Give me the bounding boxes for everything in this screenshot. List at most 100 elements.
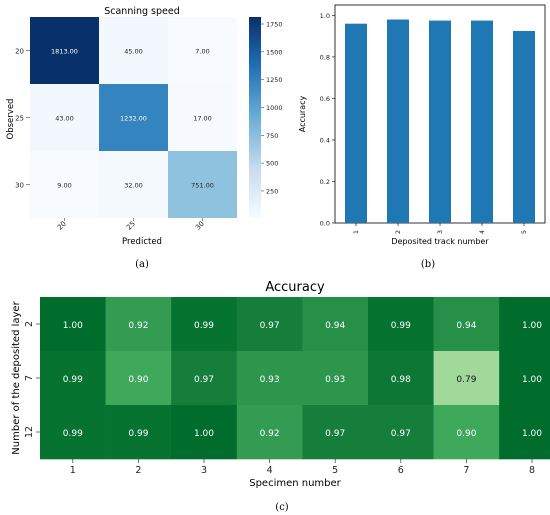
chart-c-cell (433, 405, 500, 460)
chart-c-caption: (c) (275, 502, 289, 513)
chart-a-cells: 1813.00 45.00 7.00 43.00 1232.00 17.00 9.00 32.… (30, 17, 237, 218)
chart-a-xlabel: Predicted (122, 237, 162, 247)
chart-b-yticks: 0.0 0.2 0.4 0.6 0.8 1.0 (320, 12, 335, 228)
chart-c-cell-label: 1.00 (522, 375, 542, 385)
chart-b-xticks: 1 2 3 4 5 (352, 223, 528, 234)
chart-c-xtick-label: 2 (135, 465, 141, 476)
chart-a-cell-label: 32.00 (124, 182, 143, 190)
chart-a-ytick-label: 25 (15, 115, 24, 123)
chart-a-cell-label: 1232.00 (120, 115, 147, 123)
chart-c-cell (236, 351, 303, 406)
chart-c-cell (302, 297, 369, 352)
chart-c-cell (368, 351, 434, 406)
chart-c-ylabel: Number of the deposited layer (11, 300, 22, 454)
chart-a-ytick-label: 20 (15, 48, 24, 56)
chart-c-xtick-label: 3 (201, 465, 207, 476)
chart-c: Accuracy 1.00 0.92 0.99 0.97 0.94 0.99 0.94 1.0… (11, 280, 550, 513)
chart-c-cell-label: 0.92 (260, 429, 280, 439)
chart-b-ytick-label: 1.0 (320, 12, 330, 20)
chart-c-cell-label: 0.79 (456, 375, 476, 385)
chart-a-colorbar (249, 17, 261, 218)
chart-c-cell (40, 405, 106, 460)
chart-c-xtick-label: 7 (463, 465, 469, 476)
chart-c-cell-label: 0.92 (128, 321, 148, 331)
chart-a-cell (99, 17, 168, 84)
chart-c-cell (171, 297, 238, 352)
chart-c-cell-label: 1.00 (194, 429, 214, 439)
chart-c-cell (499, 405, 550, 460)
chart-a-cell (30, 17, 99, 84)
chart-b-xtick-label: 2 (394, 230, 402, 234)
chart-a-cell-label: 17.00 (193, 115, 212, 123)
chart-b-ytick-label: 0.2 (320, 178, 330, 186)
chart-c-cell (236, 297, 303, 352)
chart-b-bar (345, 23, 367, 223)
chart-b-bar (471, 20, 493, 224)
chart-c-cell (105, 297, 172, 352)
chart-c-cell (40, 351, 106, 406)
chart-a: Scanning speed 1813.00 45.00 7.00 43.00 1232… (6, 6, 283, 270)
chart-c-cell (368, 405, 434, 460)
chart-a-cell-label: 43.00 (55, 115, 74, 123)
chart-c-ytick-label: 12 (24, 426, 35, 438)
chart-b-ytick-label: 0.8 (320, 53, 330, 61)
chart-b-bar (387, 19, 409, 224)
chart-a-cell (168, 17, 237, 84)
chart-b-xtick-label: 4 (478, 230, 486, 234)
chart-a-xtick-label: 30 (194, 220, 206, 232)
chart-b-xtick-label: 3 (436, 230, 444, 234)
chart-c-cell (302, 351, 369, 406)
chart-b-ytick-label: 0.4 (320, 136, 330, 144)
chart-c-xtick-label: 4 (267, 465, 273, 476)
chart-a-cell (99, 151, 168, 218)
chart-a-title: Scanning speed (104, 6, 180, 17)
chart-c-cell (499, 297, 550, 352)
chart-b-xtick-label: 5 (520, 230, 528, 234)
chart-c-cell-label: 0.93 (325, 375, 345, 385)
chart-a-colorbar-ticks: 250 500 750 1000 1250 1500 1750 (261, 21, 283, 195)
chart-c-cell (171, 405, 238, 460)
chart-c-title: Accuracy (265, 280, 325, 295)
chart-c-cell-label: 0.97 (325, 429, 345, 439)
chart-b: 0.0 0.2 0.4 0.6 0.8 1.0 1 2 3 4 5 Deposited track… (298, 4, 546, 270)
chart-b-ytick-label: 0.0 (320, 220, 330, 228)
chart-c-xlabel: Specimen number (249, 478, 341, 489)
chart-a-colorbar-label: 250 (266, 187, 278, 195)
chart-a-cell (30, 84, 99, 151)
chart-c-xtick-label: 8 (529, 465, 535, 476)
chart-b-bar (429, 20, 451, 224)
chart-b-xtick-label: 1 (352, 230, 360, 234)
chart-c-cell-label: 0.99 (391, 321, 411, 331)
chart-c-cell-label: 0.97 (194, 375, 214, 385)
chart-c-cell-label: 0.93 (260, 375, 280, 385)
chart-c-cell (433, 351, 500, 406)
chart-c-cell (302, 405, 369, 460)
chart-c-cell-label: 0.99 (128, 429, 148, 439)
chart-c-xtick-label: 1 (70, 465, 76, 476)
chart-c-cell-label: 0.97 (260, 321, 280, 331)
chart-c-cell (105, 351, 172, 406)
chart-a-cell-label: 751.00 (191, 182, 214, 190)
chart-c-cell (499, 351, 550, 406)
chart-a-cell-label: 1813.00 (51, 48, 78, 56)
chart-a-colorbar-label: 1000 (266, 104, 283, 112)
chart-a-ylabel: Observed (6, 99, 16, 140)
chart-a-colorbar-label: 1250 (266, 76, 283, 84)
chart-a-cell-label: 7.00 (195, 48, 209, 56)
chart-a-cell (168, 84, 237, 151)
chart-a-cell-label: 45.00 (124, 48, 143, 56)
chart-c-cells: 1.00 0.92 0.99 0.97 0.94 0.99 0.94 1.00 1.00 0.99… (40, 297, 550, 460)
chart-c-cell-label: 1.00 (522, 429, 542, 439)
chart-c-ytick-label: 7 (24, 375, 35, 381)
chart-a-xtick-label: 25 (125, 220, 137, 232)
chart-c-cell (105, 405, 172, 460)
chart-b-bars (345, 19, 535, 224)
chart-a-colorbar-label: 1750 (266, 21, 283, 29)
chart-c-cell (433, 297, 500, 352)
chart-c-xtick-label: 5 (332, 465, 338, 476)
chart-c-cell-label: 0.98 (391, 375, 411, 385)
chart-c-cell-label: 0.94 (325, 321, 345, 331)
chart-a-ytick-label: 30 (15, 182, 24, 190)
chart-c-cell-label: 1.00 (63, 321, 83, 331)
